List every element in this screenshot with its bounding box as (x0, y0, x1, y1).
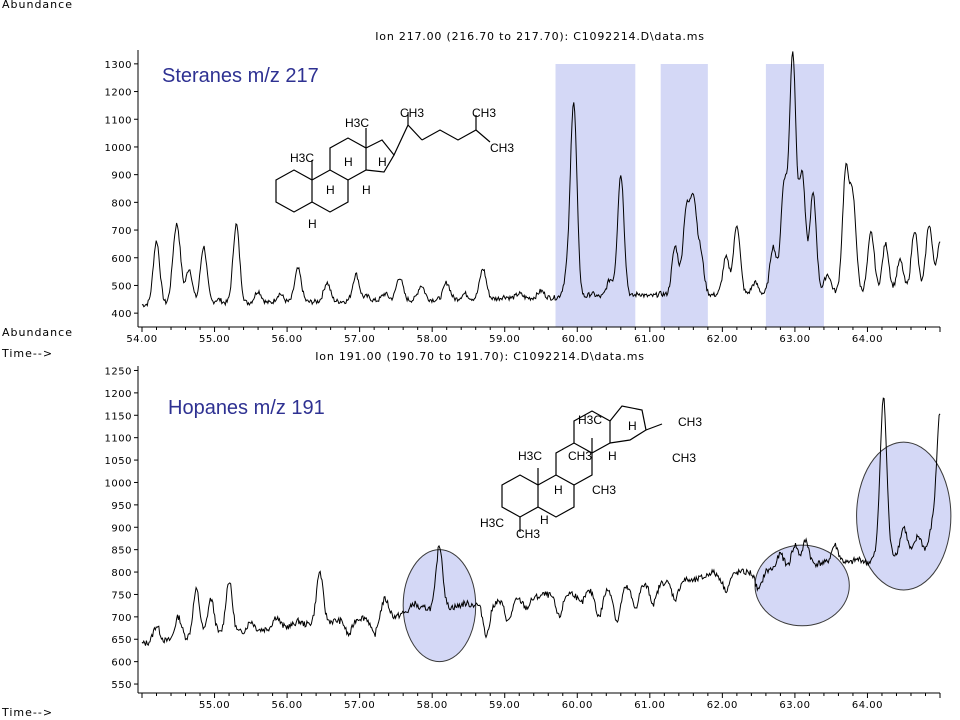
svg-text:H: H (308, 217, 317, 231)
svg-text:H3C: H3C (480, 516, 504, 530)
bottom-highlight-ellipses (402, 441, 952, 663)
y-tick-label: 600 (111, 254, 132, 265)
y-tick-label: 750 (111, 590, 132, 601)
svg-text:CH3: CH3 (490, 141, 514, 155)
x-tick-label: 64.00 (852, 334, 883, 345)
x-tick-label: 56.00 (272, 700, 303, 711)
highlight-band-2 (660, 64, 708, 327)
sterane-chromatogram: Abundance Ion 217.00 (216.70 to 217.70):… (1, 0, 941, 360)
y-tick-label: 1250 (105, 366, 132, 377)
svg-text:H: H (628, 419, 637, 433)
hopane-labels: H3C H CH3 CH3 H3C CH3 H CH3 H H3C CH3 H (480, 413, 702, 541)
sterane-structure (275, 112, 491, 213)
x-tick-label: 59.00 (489, 334, 520, 345)
highlight-ellipse-2 (754, 544, 850, 627)
bottom-xlabel: Time--> (1, 706, 53, 719)
y-tick-label: 900 (111, 171, 132, 182)
highlight-band-1 (555, 64, 636, 327)
hopane-structure (501, 405, 663, 532)
top-highlight-bands (555, 64, 824, 327)
y-tick-label: 400 (111, 309, 132, 320)
y-tick-label: 950 (111, 501, 132, 512)
y-tick-label: 1200 (105, 389, 132, 400)
sterane-labels: H3C CH3 CH3 CH3 H3C H H H H H (290, 106, 514, 231)
svg-text:CH3: CH3 (472, 106, 496, 120)
x-tick-label: 63.00 (779, 334, 810, 345)
svg-text:CH3: CH3 (568, 449, 592, 463)
svg-text:H: H (362, 183, 371, 197)
svg-text:H: H (326, 183, 335, 197)
y-tick-label: 1100 (105, 434, 132, 445)
bottom-title: Ion 191.00 (190.70 to 191.70): C1092214.… (315, 350, 645, 363)
y-tick-label: 1300 (105, 60, 132, 71)
top-x-ticks: 54.00 55.00 56.00 57.00 58.00 59.00 60.00 61.00… (126, 327, 941, 345)
svg-text:H3C: H3C (290, 151, 314, 165)
x-tick-label: 60.00 (562, 334, 593, 345)
svg-text:H: H (344, 155, 353, 169)
x-tick-label: 55.00 (199, 700, 230, 711)
y-tick-label: 1000 (105, 143, 132, 154)
x-tick-label: 61.00 (634, 700, 665, 711)
x-tick-label: 60.00 (562, 700, 593, 711)
svg-text:CH3: CH3 (592, 483, 616, 497)
x-tick-label: 61.00 (634, 334, 665, 345)
x-tick-label: 64.00 (852, 700, 883, 711)
y-tick-label: 800 (111, 568, 132, 579)
top-abundance-label-repeat: Abundance (2, 326, 73, 339)
x-tick-label: 57.00 (344, 334, 375, 345)
y-tick-label: 700 (111, 226, 132, 237)
y-tick-label: 650 (111, 635, 132, 646)
bottom-x-ticks: 55.00 56.00 57.00 58.00 59.00 60.00 61.00 62.00… (141, 693, 941, 711)
y-tick-label: 1100 (105, 115, 132, 126)
x-tick-label: 62.00 (707, 700, 738, 711)
highlight-ellipse-1 (402, 549, 477, 663)
x-tick-label: 55.00 (199, 334, 230, 345)
y-tick-label: 700 (111, 613, 132, 624)
y-tick-label: 1050 (105, 456, 132, 467)
top-title: Ion 217.00 (216.70 to 217.70): C1092214.… (375, 30, 705, 43)
y-tick-label: 800 (111, 198, 132, 209)
bottom-y-ticks: 550 600 650 700 750 800 850 900 950 1000 1050 1100 1… (105, 366, 138, 691)
x-tick-label: 56.00 (272, 334, 303, 345)
top-annotation: Steranes m/z 217 (162, 65, 319, 87)
top-ylabel: Abundance (2, 0, 73, 11)
y-tick-label: 500 (111, 281, 132, 292)
x-tick-label: 57.00 (344, 700, 375, 711)
svg-text:H: H (554, 483, 563, 497)
x-tick-label: 63.00 (779, 700, 810, 711)
y-tick-label: 900 (111, 523, 132, 534)
svg-text:H3C: H3C (345, 116, 369, 130)
svg-text:CH3: CH3 (678, 415, 702, 429)
y-tick-label: 550 (111, 680, 132, 691)
x-tick-label: 59.00 (489, 700, 520, 711)
top-y-ticks: 400 500 600 700 800 900 1000 1100 1200 1300 (105, 60, 138, 320)
x-tick-label: 58.00 (417, 700, 448, 711)
y-tick-label: 1000 (105, 478, 132, 489)
top-trace-line (141, 51, 941, 308)
x-tick-label: 58.00 (417, 334, 448, 345)
svg-text:CH3: CH3 (400, 106, 424, 120)
svg-text:H3C: H3C (518, 449, 542, 463)
highlight-ellipse-3 (856, 441, 952, 591)
top-xlabel: Time--> (1, 347, 53, 360)
svg-text:H3C: H3C (578, 413, 602, 427)
svg-text:H: H (378, 155, 387, 169)
svg-text:H: H (540, 513, 549, 527)
hopane-chromatogram: Ion 191.00 (190.70 to 191.70): C1092214.… (1, 350, 952, 719)
y-tick-label: 850 (111, 546, 132, 557)
svg-text:H: H (608, 449, 617, 463)
y-tick-label: 600 (111, 658, 132, 669)
svg-text:CH3: CH3 (516, 527, 540, 541)
y-tick-label: 1150 (105, 411, 132, 422)
x-tick-label: 54.00 (126, 334, 157, 345)
bottom-annotation: Hopanes m/z 191 (168, 397, 325, 419)
svg-text:CH3: CH3 (672, 451, 696, 465)
bottom-trace-line (141, 397, 941, 647)
x-tick-label: 62.00 (707, 334, 738, 345)
y-tick-label: 1200 (105, 88, 132, 99)
